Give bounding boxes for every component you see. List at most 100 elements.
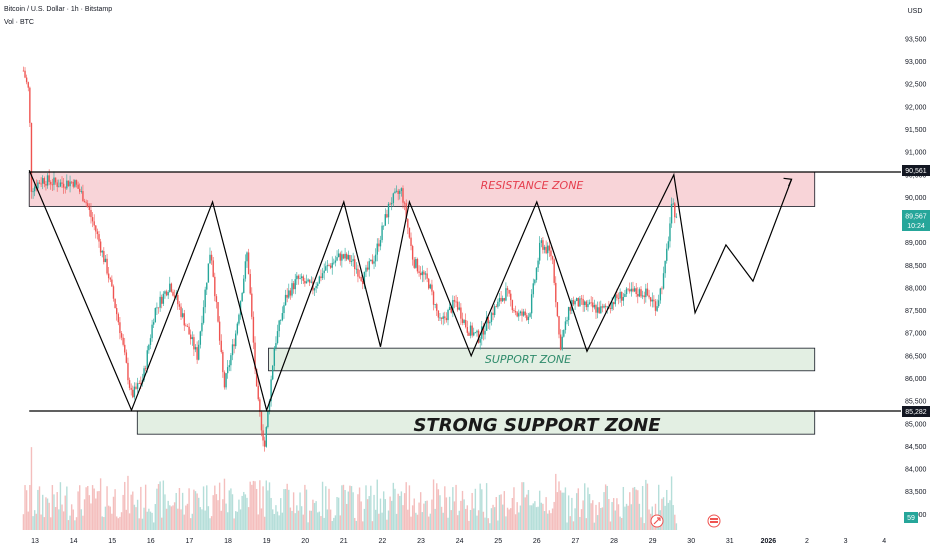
volume-bar — [625, 503, 628, 530]
price-tick-label: 86,000 — [905, 376, 927, 383]
candle-body — [66, 180, 68, 189]
volume-bar — [402, 505, 404, 530]
volume-bar — [357, 494, 359, 530]
candle-body — [656, 306, 658, 311]
volume-bar — [542, 503, 544, 530]
volume-bar — [526, 494, 528, 530]
volume-bar — [307, 522, 309, 530]
volume-bar — [116, 516, 118, 530]
volume-bar — [315, 501, 317, 530]
candle-body — [43, 178, 46, 185]
volume-bar — [259, 480, 261, 530]
price-tick-label: 89,000 — [905, 240, 927, 247]
rocket-event-icon[interactable] — [650, 514, 664, 528]
candle-body — [297, 275, 300, 279]
candle-body — [278, 320, 280, 332]
currency-label[interactable]: USD — [908, 8, 923, 15]
candle-body — [116, 308, 118, 315]
volume-bar — [300, 506, 303, 530]
candle-body — [622, 296, 625, 301]
candle-body — [255, 368, 258, 387]
volume-bar — [498, 494, 501, 530]
candle-body — [299, 277, 301, 279]
volume-bar — [38, 486, 41, 530]
volume-legend[interactable]: Vol · BTC — [4, 19, 34, 26]
candle-body — [526, 315, 528, 320]
candle-body — [181, 313, 184, 317]
volume-bar — [664, 505, 666, 530]
zones — [28, 171, 816, 435]
candle-body — [161, 296, 163, 304]
candle-body — [474, 332, 477, 334]
volume-bar — [207, 506, 210, 530]
time-tick-label: 18 — [224, 538, 232, 545]
candle-body — [315, 285, 317, 289]
volume-bar — [640, 517, 642, 530]
candle-body — [345, 253, 348, 260]
candle-body — [125, 352, 128, 363]
time-axis-background[interactable] — [0, 532, 932, 550]
flag-event-icon[interactable] — [707, 514, 721, 528]
candle-body — [627, 288, 629, 290]
candle-body — [434, 304, 436, 305]
price-axis-background[interactable] — [901, 0, 932, 532]
volume-bar — [344, 490, 346, 530]
volume-bar — [408, 485, 411, 530]
candle-body — [397, 190, 399, 194]
volume-bar — [109, 506, 111, 530]
candle-body — [381, 225, 383, 241]
candle-body — [371, 259, 374, 264]
candle-body — [556, 302, 559, 317]
candle-body — [616, 294, 618, 299]
candle-body — [477, 330, 480, 343]
volume-bar — [609, 521, 612, 530]
volume-bar — [70, 504, 73, 530]
volume-bar — [286, 483, 288, 530]
volume-bar — [598, 502, 600, 530]
volume-bar — [436, 483, 438, 530]
candle-body — [555, 282, 557, 303]
volume-bar — [331, 521, 333, 530]
candle-body — [485, 317, 488, 331]
volume-bar — [593, 522, 596, 530]
volume-bar — [309, 510, 311, 530]
candle-body — [458, 307, 460, 310]
candle-body — [653, 299, 655, 302]
volume-bar — [624, 506, 626, 530]
volume-bar — [632, 487, 634, 530]
candle-body — [80, 191, 83, 192]
volume-bar — [595, 504, 597, 530]
volume-bar — [400, 491, 403, 530]
candle-body — [254, 342, 256, 369]
symbol-title[interactable]: Bitcoin / U.S. Dollar · 1h · Bitstamp — [4, 6, 113, 13]
volume-bar — [506, 507, 509, 530]
candle-body — [590, 302, 592, 304]
candle-body — [217, 302, 219, 322]
candle-body — [542, 240, 544, 250]
volume-bar — [72, 509, 74, 530]
level-upper-value: 90,561 — [905, 168, 927, 175]
volume-bar — [500, 494, 502, 530]
candle-body — [465, 320, 467, 328]
volume-bar — [534, 501, 536, 530]
candle-body — [133, 386, 136, 398]
volume-bar — [201, 509, 203, 530]
volume-bar — [88, 495, 91, 530]
price-tick-label: 91,000 — [905, 150, 927, 157]
candle-body — [127, 362, 129, 381]
volume-bar — [384, 499, 386, 530]
candle-body — [584, 301, 586, 305]
volume-bar — [365, 485, 367, 530]
candle-body — [170, 283, 173, 292]
zone-box — [28, 171, 816, 207]
volume-bar — [648, 509, 650, 530]
volume-bar — [238, 499, 240, 530]
candle-body — [392, 193, 395, 204]
volume-bar — [189, 518, 192, 530]
volume-bar — [61, 504, 63, 530]
volume-bar — [410, 516, 412, 530]
volume-bar — [247, 507, 250, 530]
candle-body — [30, 122, 33, 192]
volume-bar — [535, 507, 538, 530]
